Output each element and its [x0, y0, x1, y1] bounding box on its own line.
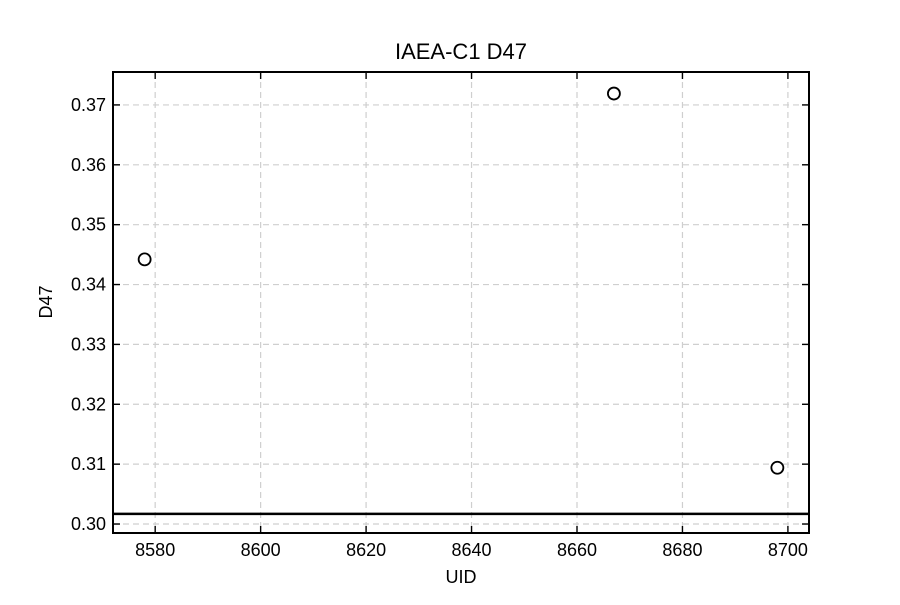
plot-frame [112, 71, 810, 534]
x-tick-label: 8660 [557, 540, 597, 560]
data-point [770, 460, 785, 475]
y-tick-label: 0.30 [71, 514, 106, 534]
y-tick-label: 0.32 [71, 394, 106, 414]
x-axis-label: UID [446, 567, 477, 587]
y-tick-label: 0.35 [71, 215, 106, 235]
x-tick-label: 8700 [768, 540, 808, 560]
data-point [607, 86, 621, 101]
grid [113, 72, 809, 533]
ticks [113, 72, 809, 533]
y-axis-label: D47 [36, 285, 56, 318]
y-tick-label: 0.31 [71, 454, 106, 474]
x-tick-labels: 8580 8600 8620 8640 8660 8680 8700 [135, 540, 808, 560]
x-tick-label: 8600 [241, 540, 281, 560]
data-point [137, 252, 152, 267]
y-tick-label: 0.37 [71, 95, 106, 115]
data-points [137, 86, 785, 475]
y-tick-labels: 0.30 0.31 0.32 0.33 0.34 0.35 0.36 0.37 [71, 95, 106, 534]
y-tick-label: 0.33 [71, 334, 106, 354]
x-tick-label: 8680 [662, 540, 702, 560]
y-tick-label: 0.34 [71, 275, 106, 295]
x-tick-label: 8640 [452, 540, 492, 560]
chart-title: IAEA-C1 D47 [395, 39, 527, 64]
x-tick-label: 8620 [346, 540, 386, 560]
x-tick-label: 8580 [135, 540, 175, 560]
y-tick-label: 0.36 [71, 155, 106, 175]
